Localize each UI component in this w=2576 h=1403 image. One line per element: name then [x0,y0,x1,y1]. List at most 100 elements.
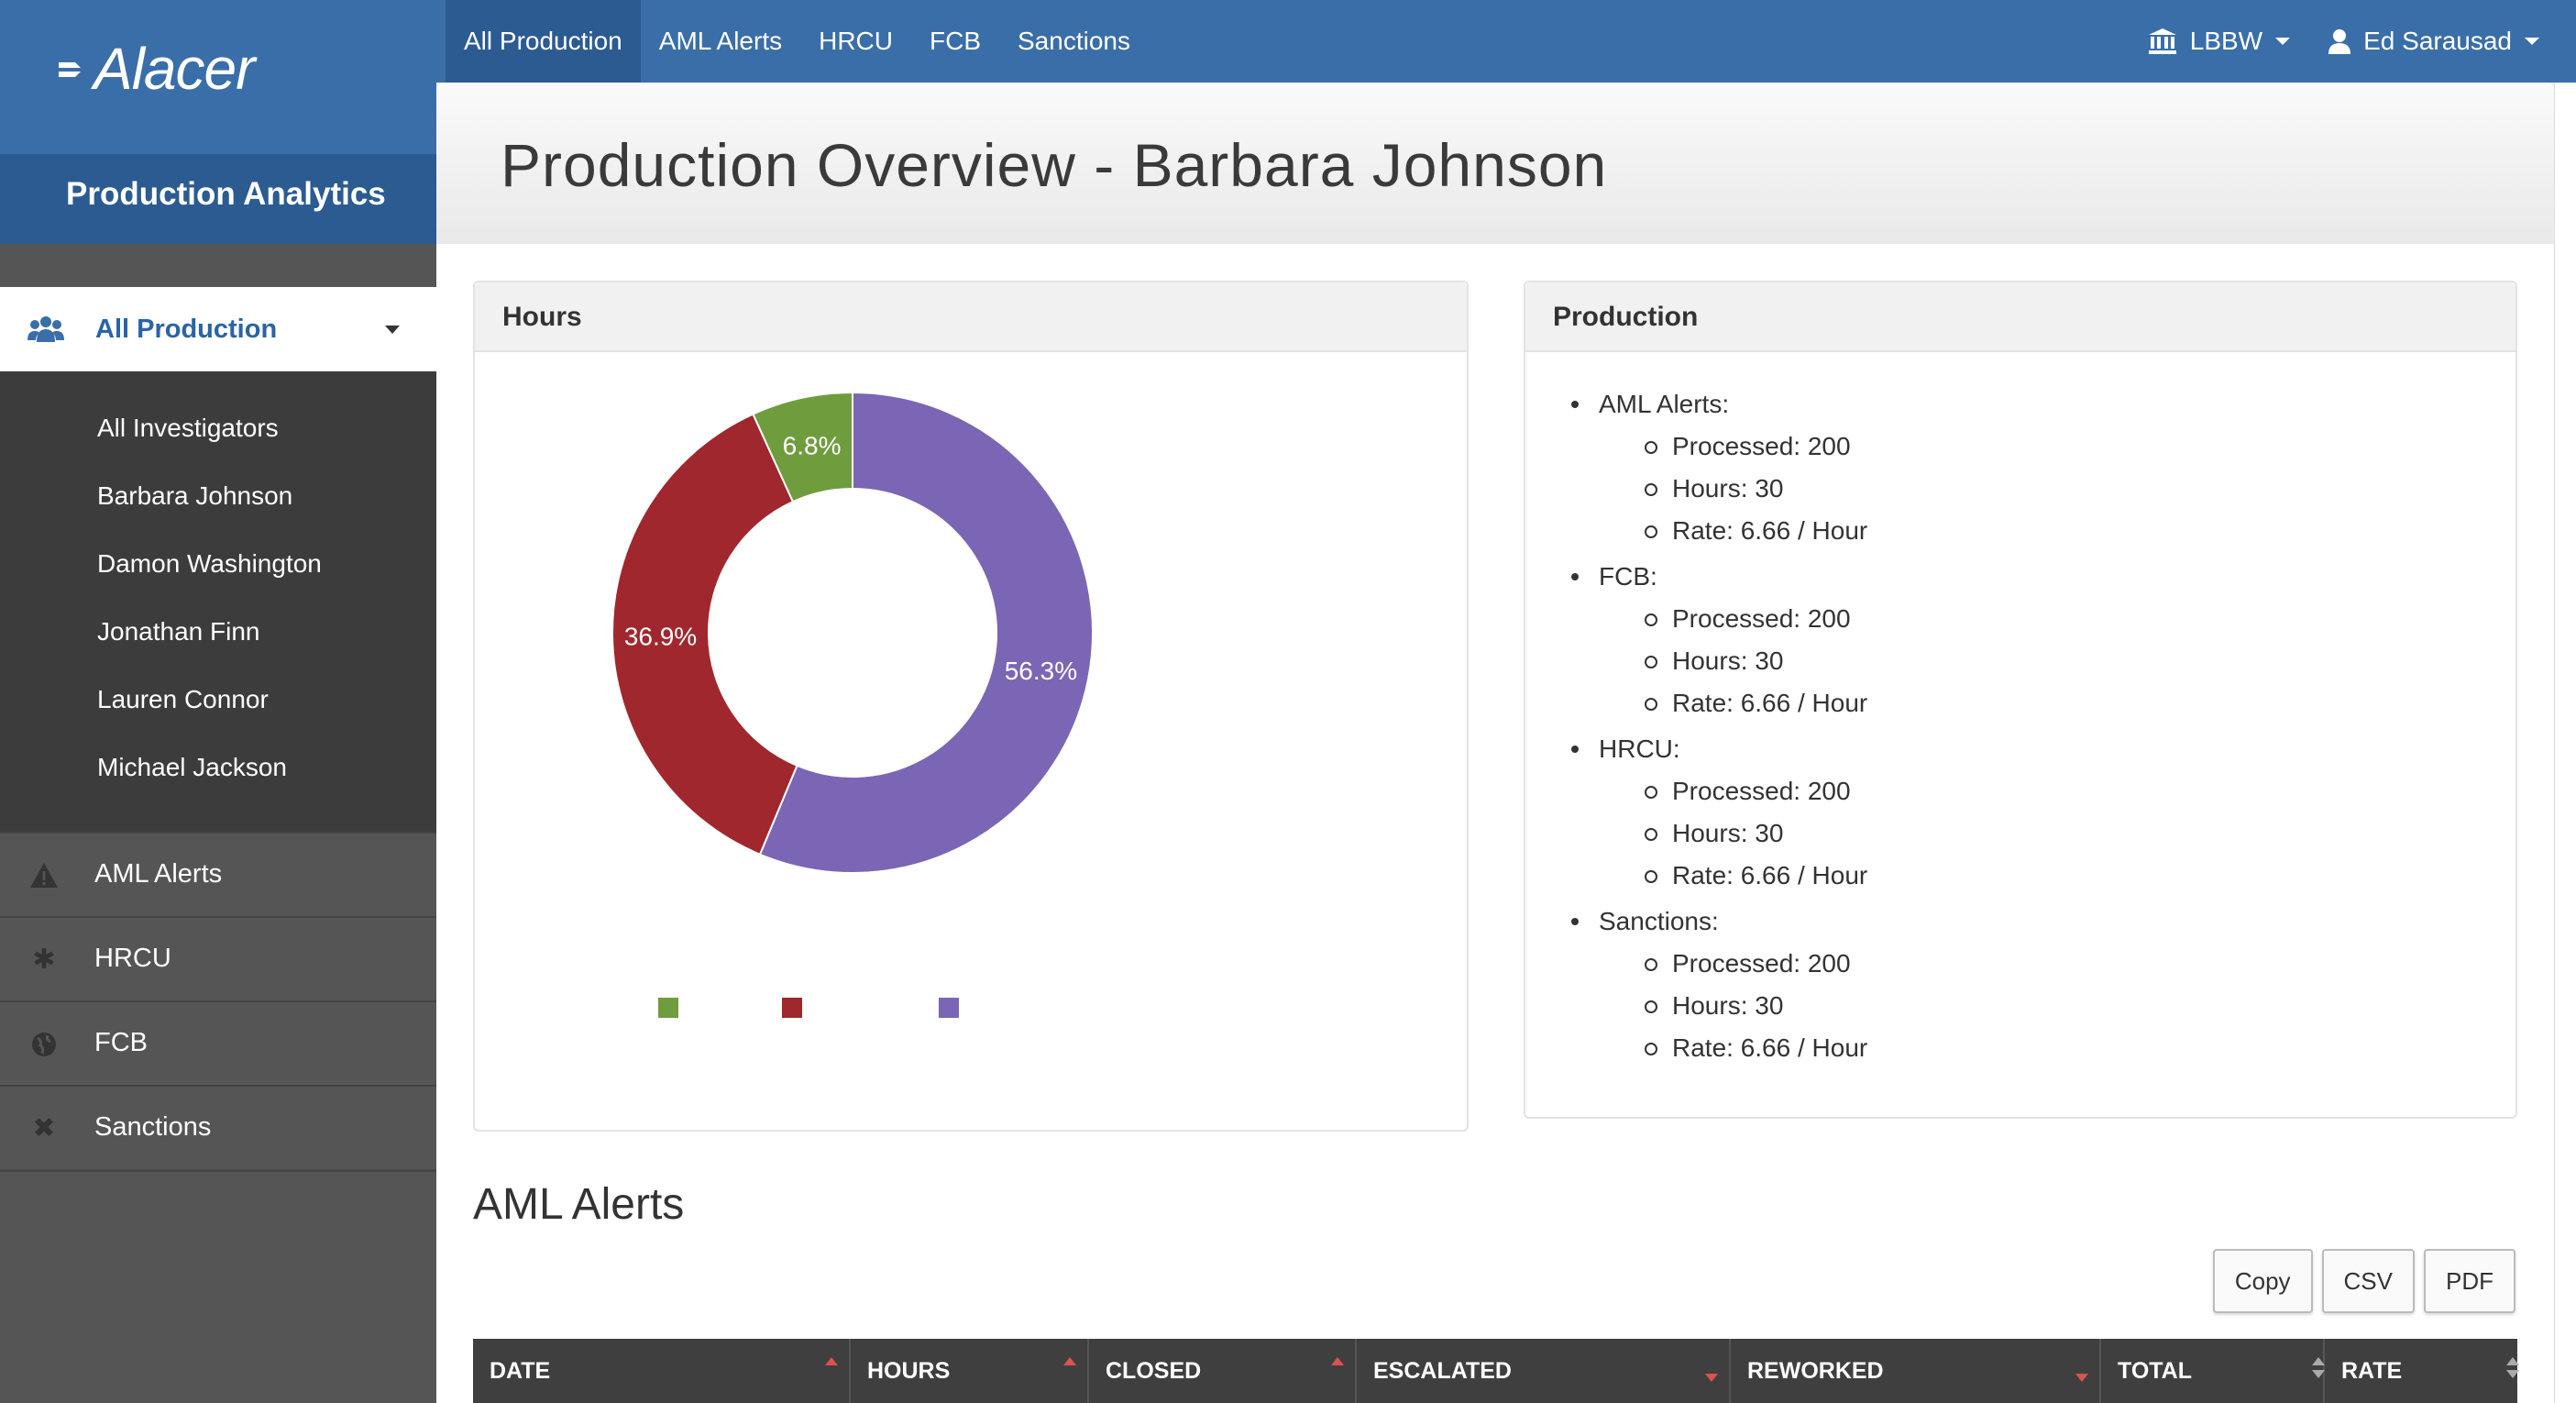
production-stat: Processed: 200 [1672,770,1867,812]
top-right-menu: LBBW Ed Sarausad [2148,0,2539,83]
sidebar-item-label: All Production [95,315,277,345]
hours-panel-title: Hours [475,282,1467,352]
column-header-reworked[interactable]: REWORKED [1731,1339,2101,1403]
investigator-all[interactable]: All Investigators [97,414,279,443]
logo-area: Alacer [0,0,436,154]
production-category: HRCU: Processed: 200 Hours: 30 Rate: 6.6… [1599,728,1867,897]
production-stat: Rate: 6.66 / Hour [1672,855,1867,897]
csv-button[interactable]: CSV [2322,1249,2415,1313]
slice-label: 56.3% [1005,657,1077,685]
slice-label: 36.9% [624,622,697,650]
legend-swatch[interactable] [658,998,678,1018]
legend-swatch[interactable] [782,998,802,1018]
production-stat: Processed: 200 [1672,943,1867,985]
hours-panel: Hours 56.3% 36.9% 6.8% [473,281,1469,1132]
page-header: Production Overview - Barbara Johnson [436,83,2554,244]
topnav-aml-alerts[interactable]: AML Alerts [641,0,800,83]
sidebar-item-sanctions[interactable]: ✖ Sanctions [0,1085,436,1169]
production-stat: Rate: 6.66 / Hour [1672,682,1867,724]
sidebar-item-label: FCB [94,1028,148,1058]
column-label: CLOSED [1106,1358,1201,1384]
topnav-fcb[interactable]: FCB [911,0,999,83]
org-dropdown[interactable]: LBBW [2148,27,2290,56]
sidebar-item-label: Sanctions [94,1112,211,1143]
org-label: LBBW [2190,27,2262,56]
column-label: TOTAL [2118,1358,2192,1384]
column-label: ESCALATED [1373,1358,1512,1384]
column-header-date[interactable]: DATE [473,1339,851,1403]
aml-table-header: DATE HOURS CLOSED ESCALATED REWORKED TOT… [473,1339,2517,1403]
asterisk-icon: ✱ [29,945,59,975]
close-icon: ✖ [29,1114,59,1143]
category-label: Sanctions: [1599,900,1867,943]
sort-desc-icon [2075,1374,2088,1382]
column-header-total[interactable]: TOTAL [2101,1339,2325,1403]
sort-asc-icon [1063,1357,1076,1365]
production-stat: Hours: 30 [1672,812,1867,855]
topnav-sanctions[interactable]: Sanctions [999,0,1149,83]
aml-section-title: AML Alerts [473,1179,684,1230]
users-icon [28,315,64,344]
investigator-damon-washington[interactable]: Damon Washington [97,549,322,579]
topnav-all-production[interactable]: All Production [446,0,641,83]
category-label: AML Alerts: [1599,383,1867,425]
copy-button[interactable]: Copy [2213,1249,2313,1313]
topnav-hrcu[interactable]: HRCU [800,0,911,83]
column-header-hours[interactable]: HOURS [851,1339,1089,1403]
column-label: RATE [2341,1358,2402,1384]
user-label: Ed Sarausad [2363,27,2512,56]
category-label: FCB: [1599,556,1867,598]
investigator-lauren-connor[interactable]: Lauren Connor [97,685,269,714]
production-list: AML Alerts: Processed: 200 Hours: 30 Rat… [1599,383,1867,1073]
production-category: Sanctions: Processed: 200 Hours: 30 Rate… [1599,900,1867,1069]
column-header-closed[interactable]: CLOSED [1089,1339,1357,1403]
bank-icon [2148,28,2177,55]
sidebar-item-all-production[interactable]: All Production [0,287,436,371]
sidebar-item-aml-alerts[interactable]: AML Alerts [0,832,436,916]
sort-desc-icon [1705,1374,1718,1382]
sidebar-item-hrcu[interactable]: ✱ HRCU [0,916,436,1000]
logo-mark-icon [57,55,88,83]
column-header-escalated[interactable]: ESCALATED [1357,1339,1731,1403]
sort-asc-icon [1331,1357,1344,1365]
chevron-down-icon [2275,38,2290,45]
sidebar-item-label: HRCU [94,944,171,974]
production-stat: Rate: 6.66 / Hour [1672,510,1867,552]
production-panel: Production AML Alerts: Processed: 200 Ho… [1524,281,2517,1119]
globe-icon [29,1030,59,1059]
chevron-down-icon[interactable] [385,326,400,334]
column-header-rate[interactable]: RATE [2325,1339,2517,1403]
sidebar-item-fcb[interactable]: FCB [0,1000,436,1085]
production-stat: Processed: 200 [1672,425,1867,468]
sort-asc-icon [825,1357,838,1365]
sidebar-footer [0,1170,436,1403]
production-stat: Hours: 30 [1672,985,1867,1027]
page-title: Production Overview - Barbara Johnson [501,130,1607,200]
pdf-button[interactable]: PDF [2424,1249,2515,1313]
sidebar-spacer [0,244,436,287]
top-nav: All Production AML Alerts HRCU FCB Sanct… [446,0,1149,83]
warning-icon [29,861,59,890]
investigator-jonathan-finn[interactable]: Jonathan Finn [97,617,259,646]
category-label: HRCU: [1599,728,1867,770]
column-label: REWORKED [1747,1358,1884,1384]
export-buttons: Copy CSV PDF [2213,1249,2515,1313]
hours-donut-chart: 56.3% 36.9% 6.8% [612,392,1126,906]
legend-swatch[interactable] [939,998,959,1018]
user-dropdown[interactable]: Ed Sarausad [2328,27,2539,56]
alacer-logo[interactable]: Alacer [57,35,254,103]
user-icon [2328,28,2350,54]
investigator-barbara-johnson[interactable]: Barbara Johnson [97,481,292,511]
investigator-michael-jackson[interactable]: Michael Jackson [97,753,287,782]
chevron-down-icon [2525,38,2539,45]
slice-label: 6.8% [783,431,842,459]
scrollbar-track[interactable] [2554,83,2576,1403]
production-panel-title: Production [1525,282,2515,352]
production-stat: Hours: 30 [1672,468,1867,510]
production-stat: Rate: 6.66 / Hour [1672,1027,1867,1069]
logo-text: Alacer [94,35,254,103]
investigator-list: All Investigators Barbara Johnson Damon … [0,371,436,832]
column-label: DATE [490,1358,550,1384]
production-category: FCB: Processed: 200 Hours: 30 Rate: 6.66… [1599,556,1867,724]
production-category: AML Alerts: Processed: 200 Hours: 30 Rat… [1599,383,1867,552]
